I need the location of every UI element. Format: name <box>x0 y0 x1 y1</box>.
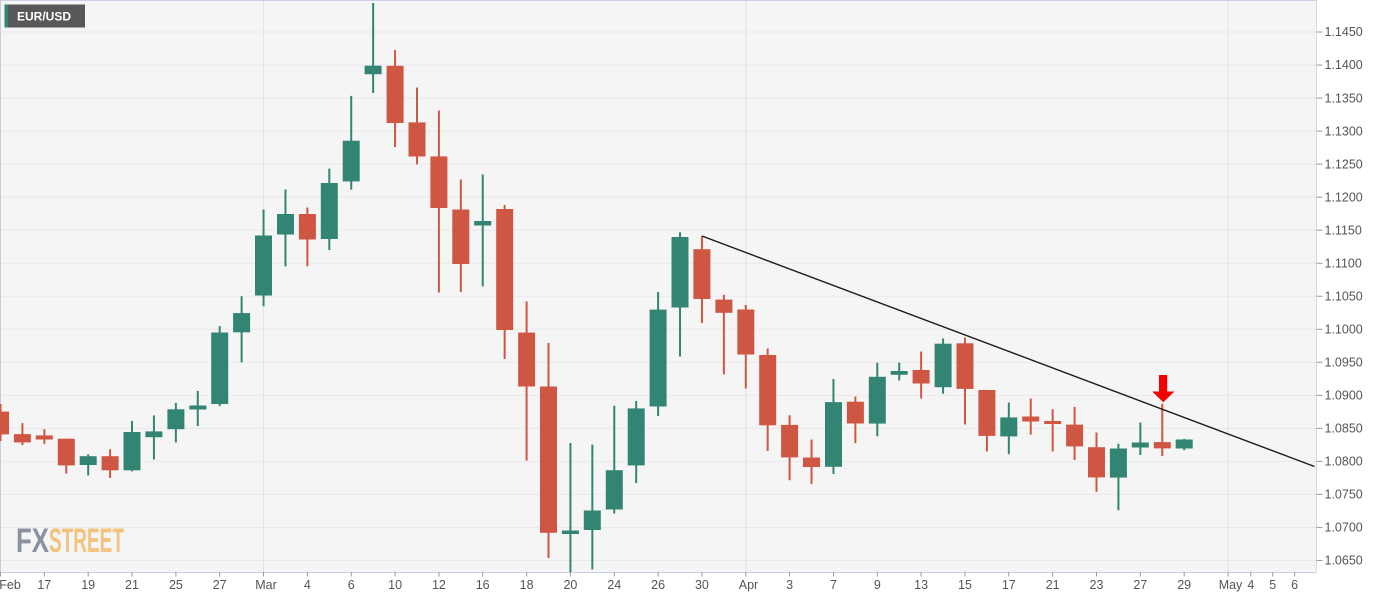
svg-text:1.1100: 1.1100 <box>1325 256 1362 270</box>
svg-text:1.1350: 1.1350 <box>1325 91 1363 105</box>
svg-text:15: 15 <box>958 578 972 592</box>
svg-text:1.0950: 1.0950 <box>1325 356 1363 370</box>
svg-text:25: 25 <box>169 578 183 592</box>
svg-text:Mar: Mar <box>255 578 277 592</box>
svg-text:10: 10 <box>388 578 402 592</box>
svg-text:1.1150: 1.1150 <box>1325 223 1362 237</box>
svg-text:16: 16 <box>476 578 490 592</box>
svg-text:May: May <box>1219 578 1243 592</box>
svg-text:7: 7 <box>830 578 837 592</box>
svg-text:13: 13 <box>914 578 928 592</box>
svg-text:20: 20 <box>563 578 577 592</box>
svg-text:21: 21 <box>125 578 139 592</box>
svg-text:FX: FX <box>16 521 50 560</box>
svg-text:9: 9 <box>874 578 881 592</box>
svg-text:26: 26 <box>651 578 665 592</box>
svg-text:STREET: STREET <box>49 521 124 559</box>
svg-text:24: 24 <box>607 578 621 592</box>
svg-text:1.1450: 1.1450 <box>1325 25 1363 39</box>
svg-text:1.1250: 1.1250 <box>1325 157 1363 171</box>
svg-text:6: 6 <box>1291 578 1298 592</box>
svg-text:1.0700: 1.0700 <box>1325 521 1363 535</box>
svg-text:1.0750: 1.0750 <box>1325 488 1363 502</box>
svg-text:12: 12 <box>432 578 446 592</box>
svg-text:27: 27 <box>213 578 227 592</box>
svg-text:18: 18 <box>520 578 534 592</box>
svg-text:1.1200: 1.1200 <box>1325 190 1363 204</box>
svg-text:23: 23 <box>1090 578 1104 592</box>
svg-text:17: 17 <box>1002 578 1016 592</box>
svg-text:1.1400: 1.1400 <box>1325 58 1363 72</box>
svg-text:21: 21 <box>1046 578 1060 592</box>
svg-text:29: 29 <box>1177 578 1191 592</box>
svg-text:4: 4 <box>1247 578 1254 592</box>
svg-text:EUR/USD: EUR/USD <box>17 9 71 23</box>
svg-text:5: 5 <box>1269 578 1276 592</box>
svg-text:6: 6 <box>348 578 355 592</box>
svg-text:Apr: Apr <box>739 578 758 592</box>
svg-text:Feb: Feb <box>0 578 21 592</box>
svg-text:30: 30 <box>695 578 709 592</box>
svg-text:1.1050: 1.1050 <box>1325 289 1363 303</box>
svg-text:19: 19 <box>81 578 95 592</box>
svg-text:4: 4 <box>304 578 311 592</box>
svg-text:17: 17 <box>37 578 51 592</box>
svg-text:1.0800: 1.0800 <box>1325 455 1363 469</box>
svg-text:3: 3 <box>786 578 793 592</box>
svg-text:1.1000: 1.1000 <box>1325 322 1363 336</box>
svg-text:1.0850: 1.0850 <box>1325 422 1363 436</box>
svg-text:1.0650: 1.0650 <box>1325 554 1363 568</box>
svg-text:1.0900: 1.0900 <box>1325 389 1363 403</box>
svg-text:27: 27 <box>1133 578 1147 592</box>
svg-text:1.1300: 1.1300 <box>1325 124 1363 138</box>
